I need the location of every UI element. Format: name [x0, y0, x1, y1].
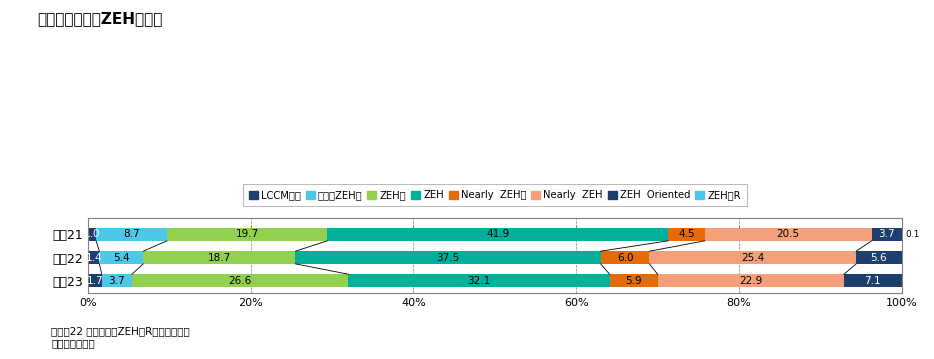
- Bar: [601, 251, 649, 264]
- Bar: [295, 251, 601, 264]
- Text: 1.0: 1.0: [84, 229, 100, 239]
- Bar: [668, 228, 705, 241]
- Bar: [844, 274, 901, 287]
- Bar: [649, 251, 856, 264]
- Text: （注）22 年度から「ZEH＋R」を除いた。
　　不明除く。: （注）22 年度から「ZEH＋R」を除いた。 不明除く。: [51, 327, 191, 348]
- Text: 3.7: 3.7: [878, 229, 895, 239]
- Text: 6.0: 6.0: [616, 252, 633, 262]
- Text: 8.7: 8.7: [123, 229, 140, 239]
- Bar: [88, 228, 96, 241]
- Bar: [88, 251, 99, 264]
- Text: 5.6: 5.6: [870, 252, 887, 262]
- Bar: [856, 251, 901, 264]
- Text: 4.5: 4.5: [678, 229, 695, 239]
- Bar: [658, 274, 844, 287]
- Text: 41.9: 41.9: [486, 229, 509, 239]
- Text: 申請、検討したZEHの種類: 申請、検討したZEHの種類: [37, 11, 163, 26]
- Text: 1.4: 1.4: [85, 252, 102, 262]
- Text: 5.4: 5.4: [113, 252, 130, 262]
- Text: 0.1: 0.1: [905, 230, 919, 239]
- Bar: [96, 228, 167, 241]
- Text: 3.7: 3.7: [108, 276, 125, 285]
- Text: 18.7: 18.7: [207, 252, 231, 262]
- Bar: [99, 251, 143, 264]
- Bar: [132, 274, 348, 287]
- Text: 26.6: 26.6: [229, 276, 252, 285]
- Legend: LCCM住宅, 次世代ZEH＋, ZEH＋, ZEH, Nearly  ZEH＋, Nearly  ZEH, ZEH  Oriented, ZEH＋R: LCCM住宅, 次世代ZEH＋, ZEH＋, ZEH, Nearly ZEH＋,…: [243, 185, 746, 206]
- Text: 32.1: 32.1: [467, 276, 490, 285]
- Text: 22.9: 22.9: [739, 276, 762, 285]
- Text: 7.1: 7.1: [865, 276, 881, 285]
- Bar: [327, 228, 668, 241]
- Bar: [871, 228, 901, 241]
- Bar: [705, 228, 871, 241]
- Text: 20.5: 20.5: [777, 229, 800, 239]
- Bar: [167, 228, 327, 241]
- Bar: [143, 251, 295, 264]
- Text: 1.7: 1.7: [87, 276, 103, 285]
- Bar: [348, 274, 610, 287]
- Bar: [88, 274, 102, 287]
- Text: 25.4: 25.4: [742, 252, 764, 262]
- Text: 5.9: 5.9: [625, 276, 642, 285]
- Bar: [610, 274, 658, 287]
- Bar: [102, 274, 132, 287]
- Text: 19.7: 19.7: [235, 229, 259, 239]
- Text: 37.5: 37.5: [436, 252, 460, 262]
